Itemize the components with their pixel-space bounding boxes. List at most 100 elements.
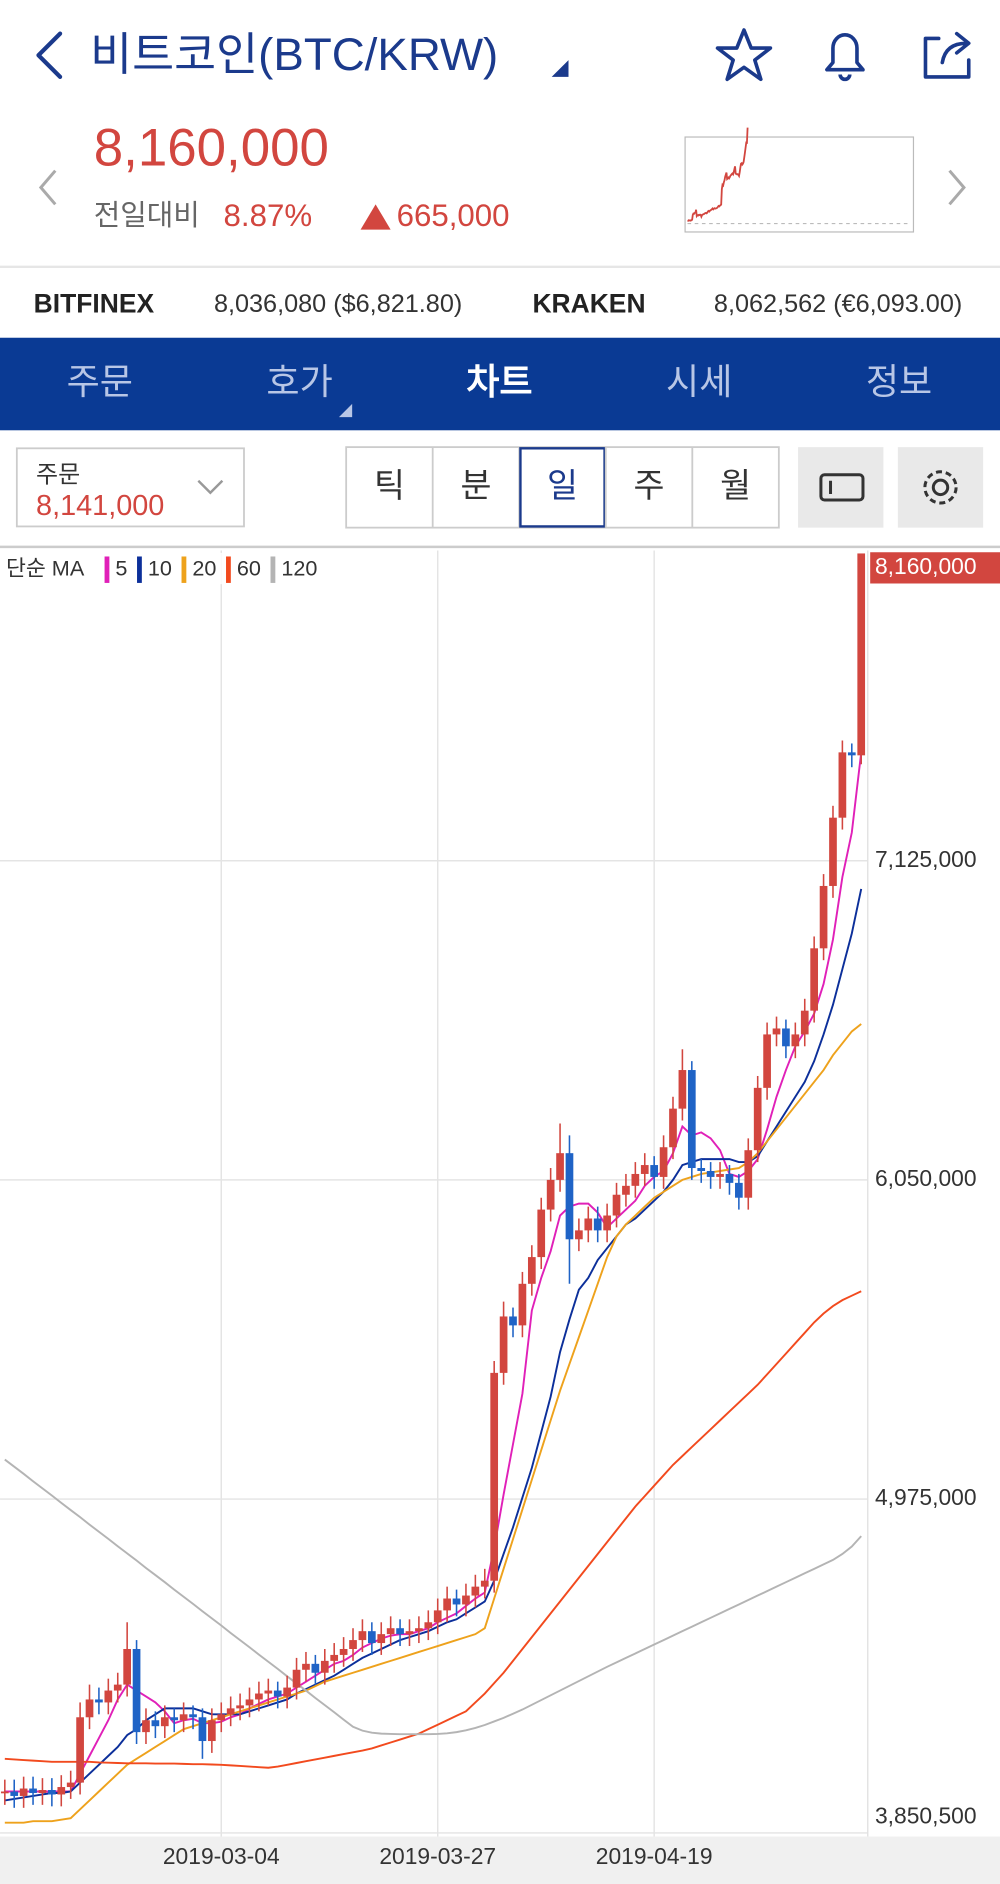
- candle-body: [10, 1791, 19, 1796]
- candle-body: [66, 1782, 75, 1788]
- candle-body: [226, 1708, 235, 1715]
- candle-body: [132, 1648, 141, 1733]
- candle-body: [612, 1194, 621, 1216]
- candle-body: [480, 1580, 489, 1587]
- legend-swatch: [270, 556, 276, 583]
- change-amount: 665,000: [397, 198, 510, 233]
- favorite-icon[interactable]: [715, 28, 773, 82]
- tabs: 주문 호가 차트 시세 정보: [67, 361, 933, 402]
- candle-body: [433, 1610, 442, 1623]
- legend-title: 단순 MA: [6, 555, 85, 580]
- prev-arrow[interactable]: [38, 169, 57, 206]
- tab[interactable]: 주문: [67, 361, 133, 402]
- candle-body: [744, 1150, 753, 1198]
- period-option[interactable]: 월: [720, 468, 751, 505]
- candle-body: [170, 1717, 179, 1721]
- candle-body: [697, 1168, 706, 1171]
- candle-body: [537, 1209, 546, 1258]
- candle-body: [396, 1628, 404, 1635]
- x-axis-strip: [0, 1836, 1000, 1884]
- candle-body: [857, 553, 866, 756]
- candle-body: [330, 1654, 339, 1661]
- period-option[interactable]: 분: [460, 468, 491, 505]
- current-price-label: 8,160,000: [875, 553, 977, 579]
- candle-body: [85, 1699, 94, 1718]
- candle-body: [452, 1598, 461, 1605]
- x-tick-label: 2019-04-19: [596, 1843, 713, 1869]
- candle-body: [151, 1720, 160, 1727]
- candle-body: [245, 1699, 254, 1706]
- candle-body: [179, 1714, 188, 1721]
- share-icon[interactable]: [923, 31, 971, 79]
- candle-body: [763, 1034, 771, 1088]
- candle-body: [29, 1788, 37, 1793]
- candle-body: [772, 1028, 781, 1035]
- ma-line: [4, 752, 863, 1793]
- candle-body: [565, 1153, 574, 1240]
- candle-body: [556, 1153, 564, 1180]
- ma-line: [4, 888, 863, 1802]
- sparkline: [687, 127, 749, 222]
- candle-body: [349, 1640, 357, 1649]
- candle-body: [687, 1070, 696, 1169]
- candle-body: [471, 1586, 480, 1596]
- candle-body: [631, 1173, 640, 1186]
- ma-line: [4, 1023, 862, 1824]
- candle-body: [782, 1028, 790, 1047]
- candle-body: [650, 1165, 659, 1177]
- x-tick-label: 2019-03-27: [379, 1843, 496, 1869]
- exchange-quote: 8,036,080 ($6,821.80): [214, 290, 462, 318]
- candle-body: [490, 1372, 499, 1581]
- legend-label: 10: [148, 555, 172, 580]
- settings-button[interactable]: [897, 447, 984, 528]
- page-title[interactable]: 비트코인(BTC/KRW): [90, 29, 498, 80]
- candle-body: [264, 1690, 273, 1694]
- candle-body: [302, 1663, 310, 1670]
- candle-body: [311, 1663, 320, 1673]
- candle-body: [339, 1648, 348, 1655]
- candle-body: [57, 1787, 66, 1795]
- candle-body: [810, 948, 819, 1011]
- order-price: 8,141,000: [36, 490, 164, 522]
- tab[interactable]: 시세: [666, 361, 732, 402]
- order-dropdown[interactable]: [197, 479, 224, 495]
- candle-body: [198, 1717, 207, 1742]
- ma-line: [4, 1458, 862, 1736]
- candle-body: [189, 1714, 197, 1718]
- candle-body: [509, 1316, 517, 1326]
- legend-label: 5: [115, 555, 127, 580]
- back-button[interactable]: [36, 31, 63, 80]
- legend-label: 60: [237, 555, 261, 580]
- candle-body: [753, 1087, 762, 1151]
- tab[interactable]: 호가: [266, 361, 332, 402]
- candle-body: [575, 1230, 583, 1240]
- period-selected: [519, 447, 606, 528]
- settings-icon-gear: [923, 470, 958, 505]
- period-option[interactable]: 주: [634, 468, 665, 505]
- chart-type-icon: [819, 473, 865, 502]
- next-arrow[interactable]: [948, 169, 966, 206]
- candle-body: [386, 1628, 395, 1635]
- tab[interactable]: 정보: [866, 361, 932, 402]
- candle-body: [640, 1165, 649, 1174]
- current-price: 8,160,000: [94, 118, 329, 177]
- legend-label: 20: [192, 555, 216, 580]
- period-option[interactable]: 틱: [374, 468, 405, 505]
- candle-body: [424, 1622, 433, 1629]
- order-label: 주문: [36, 461, 80, 488]
- sparkline-box: [684, 136, 915, 233]
- settings-icon: [931, 478, 950, 497]
- legend-background: [1, 552, 353, 585]
- period-option[interactable]: 일: [547, 468, 578, 505]
- y-tick-label: 6,050,000: [875, 1165, 977, 1191]
- y-tick-label: 7,125,000: [875, 846, 977, 872]
- legend: 단순 MA 5 10 20 60 120: [1, 552, 353, 585]
- x-tick-label: 2019-03-04: [163, 1843, 280, 1869]
- candle-body: [19, 1788, 28, 1796]
- candle-body: [527, 1257, 536, 1284]
- chart-type-button[interactable]: [798, 447, 884, 528]
- candle-body: [706, 1170, 715, 1177]
- tab[interactable]: 차트: [466, 361, 532, 402]
- exchange-name: BITFINEX: [34, 288, 155, 318]
- alarm-icon[interactable]: [825, 33, 865, 82]
